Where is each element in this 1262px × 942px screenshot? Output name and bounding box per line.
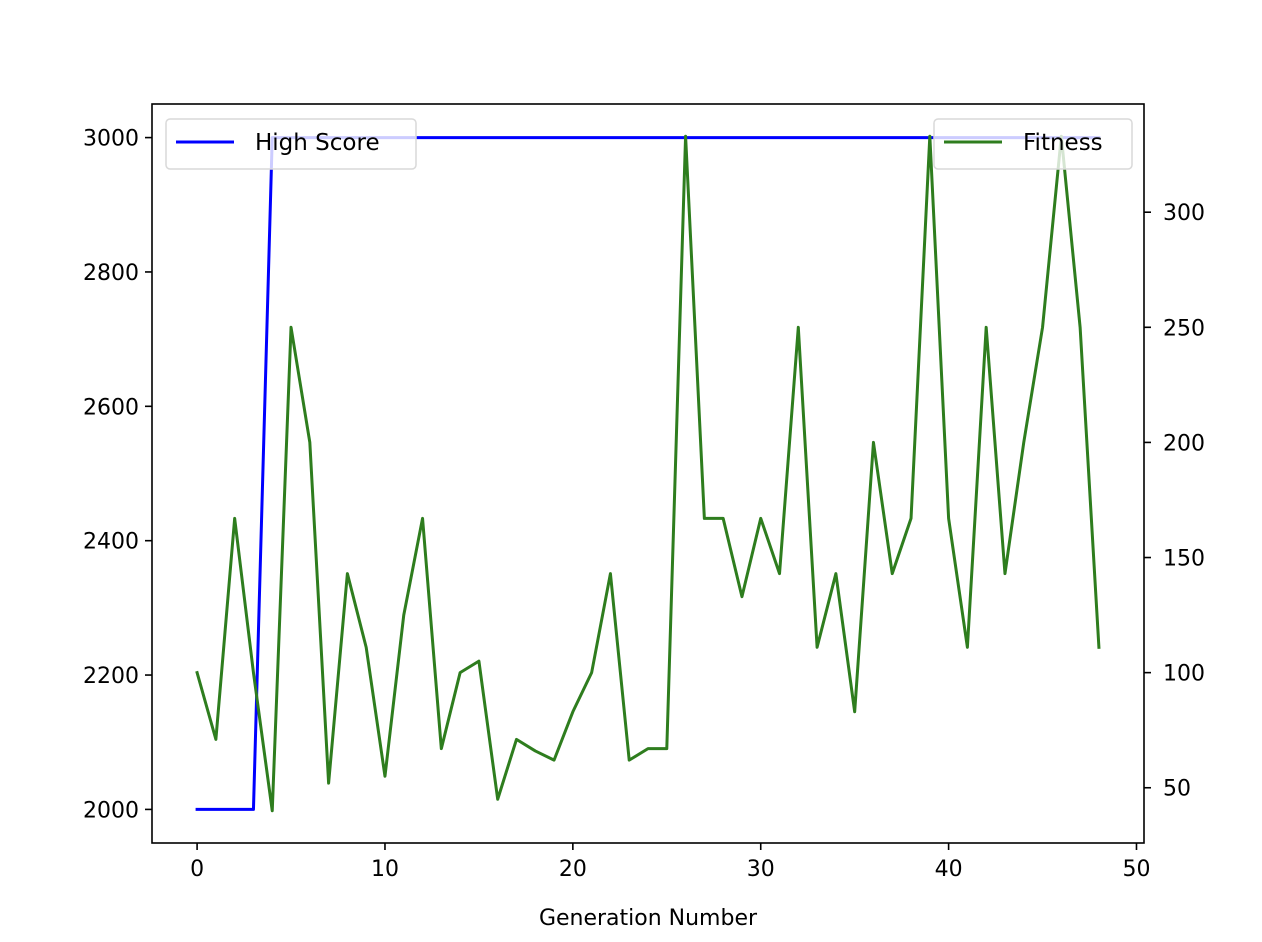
x-tick-label: 10 xyxy=(371,857,399,882)
y-right-tick-label: 100 xyxy=(1163,662,1205,687)
y-right-tick-label: 150 xyxy=(1163,547,1205,572)
series-line-high-score xyxy=(195,136,1101,811)
x-tick-label: 50 xyxy=(1122,857,1150,882)
legend-label-high-score: High Score xyxy=(255,130,380,156)
y-right-tick-label: 300 xyxy=(1163,201,1205,226)
y-left-tick-label: 2200 xyxy=(83,664,139,689)
x-axis-title: Generation Number xyxy=(539,906,758,931)
legend-left: High Score xyxy=(165,118,417,170)
y-left-tick-label: 2600 xyxy=(83,395,139,420)
x-axis: 0 10 20 30 40 50 xyxy=(190,843,1150,882)
legend-label-fitness: Fitness xyxy=(1023,130,1103,156)
series-line-fitness xyxy=(195,134,1101,813)
plot-frame xyxy=(151,103,1145,844)
y-axis-left: 2000 2200 2400 2600 2800 3000 xyxy=(83,127,152,823)
x-tick-label: 40 xyxy=(935,857,963,882)
y-right-tick-label: 50 xyxy=(1163,777,1191,802)
y-left-tick-label: 3000 xyxy=(83,127,139,152)
y-right-tick-label: 250 xyxy=(1163,316,1205,341)
y-left-tick-label: 2400 xyxy=(83,530,139,555)
legend-right: Fitness xyxy=(933,118,1133,170)
x-tick-label: 20 xyxy=(559,857,587,882)
y-axis-right: 50 100 150 200 250 300 xyxy=(1144,201,1205,802)
y-left-tick-label: 2800 xyxy=(83,261,139,286)
x-tick-label: 0 xyxy=(190,857,204,882)
y-right-tick-label: 200 xyxy=(1163,431,1205,456)
y-left-tick-label: 2000 xyxy=(83,798,139,823)
x-tick-label: 30 xyxy=(747,857,775,882)
